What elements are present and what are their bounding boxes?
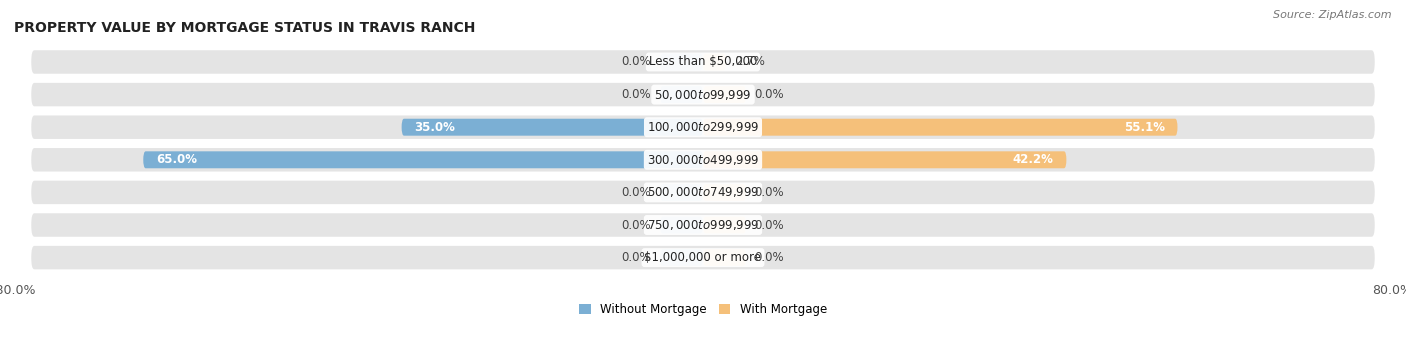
Text: 0.0%: 0.0% — [621, 219, 651, 232]
Text: $500,000 to $749,999: $500,000 to $749,999 — [647, 185, 759, 199]
FancyBboxPatch shape — [31, 181, 1375, 204]
Text: 0.0%: 0.0% — [621, 251, 651, 264]
Text: Less than $50,000: Less than $50,000 — [648, 55, 758, 68]
FancyBboxPatch shape — [31, 246, 1375, 269]
FancyBboxPatch shape — [703, 119, 1177, 136]
Text: 35.0%: 35.0% — [415, 121, 456, 134]
Text: $1,000,000 or more: $1,000,000 or more — [644, 251, 762, 264]
Text: 0.0%: 0.0% — [755, 186, 785, 199]
FancyBboxPatch shape — [703, 184, 747, 201]
FancyBboxPatch shape — [31, 213, 1375, 237]
FancyBboxPatch shape — [659, 217, 703, 234]
Text: 0.0%: 0.0% — [621, 88, 651, 101]
FancyBboxPatch shape — [31, 116, 1375, 139]
Text: 42.2%: 42.2% — [1012, 153, 1053, 166]
Text: Source: ZipAtlas.com: Source: ZipAtlas.com — [1274, 10, 1392, 20]
FancyBboxPatch shape — [659, 249, 703, 266]
FancyBboxPatch shape — [659, 86, 703, 103]
FancyBboxPatch shape — [659, 53, 703, 70]
Text: 0.0%: 0.0% — [755, 251, 785, 264]
Text: 65.0%: 65.0% — [156, 153, 197, 166]
Text: $100,000 to $299,999: $100,000 to $299,999 — [647, 120, 759, 134]
FancyBboxPatch shape — [31, 83, 1375, 106]
Text: 0.0%: 0.0% — [755, 88, 785, 101]
FancyBboxPatch shape — [31, 148, 1375, 172]
FancyBboxPatch shape — [402, 119, 703, 136]
Legend: Without Mortgage, With Mortgage: Without Mortgage, With Mortgage — [579, 303, 827, 316]
Text: 0.0%: 0.0% — [621, 55, 651, 68]
Text: 55.1%: 55.1% — [1123, 121, 1164, 134]
Text: 0.0%: 0.0% — [755, 219, 785, 232]
FancyBboxPatch shape — [31, 50, 1375, 74]
FancyBboxPatch shape — [703, 151, 1066, 168]
FancyBboxPatch shape — [703, 86, 747, 103]
Text: $750,000 to $999,999: $750,000 to $999,999 — [647, 218, 759, 232]
Text: $300,000 to $499,999: $300,000 to $499,999 — [647, 153, 759, 167]
FancyBboxPatch shape — [703, 53, 727, 70]
FancyBboxPatch shape — [703, 217, 747, 234]
Text: 2.7%: 2.7% — [735, 55, 765, 68]
Text: 0.0%: 0.0% — [621, 186, 651, 199]
FancyBboxPatch shape — [143, 151, 703, 168]
Text: $50,000 to $99,999: $50,000 to $99,999 — [654, 88, 752, 102]
FancyBboxPatch shape — [703, 249, 747, 266]
Text: PROPERTY VALUE BY MORTGAGE STATUS IN TRAVIS RANCH: PROPERTY VALUE BY MORTGAGE STATUS IN TRA… — [14, 21, 475, 35]
FancyBboxPatch shape — [659, 184, 703, 201]
